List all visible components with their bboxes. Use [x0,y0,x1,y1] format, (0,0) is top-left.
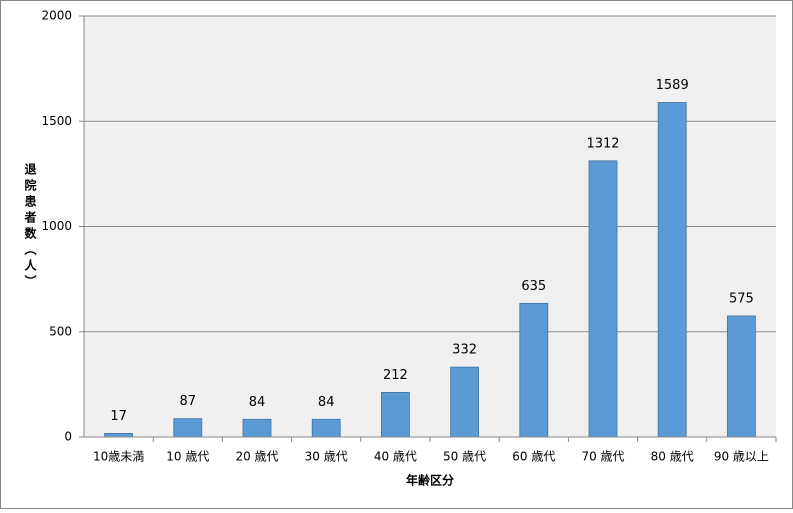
data-label: 332 [452,343,477,358]
bar [727,315,756,438]
y-tick-label: 2000 [41,9,72,23]
data-label: 575 [729,291,754,306]
x-tick-label: 40 歳代 [374,450,417,464]
data-label: 87 [180,394,197,409]
data-label: 84 [249,395,266,410]
x-tick-label: 50 歳代 [443,450,486,464]
bar [519,302,549,438]
data-label: 17 [110,409,127,424]
x-axis-label: 年齢区分 [406,473,454,488]
x-tick-label: 60 歳代 [512,450,555,464]
x-tick-label: 70 歳代 [581,450,624,464]
y-tick-label: 1000 [41,219,72,233]
bar [588,160,618,438]
bar [173,418,203,438]
y-tick-label: 0 [64,430,72,444]
y-tick-label: 500 [49,324,72,338]
bar [380,391,410,438]
x-tick-label: 90 歳以上 [714,450,769,464]
data-label: 84 [318,395,335,410]
data-label: 212 [383,368,408,383]
data-label: 1312 [586,136,619,151]
x-tick-label: 80 歳代 [651,450,694,464]
bar [242,418,272,438]
x-tick-label: 30 歳代 [305,450,348,464]
data-label: 635 [521,279,546,294]
y-axis-label: 退院患者数（人） [23,163,37,291]
bar [657,102,687,438]
y-tick-label: 1500 [41,114,72,128]
bar [104,433,133,438]
bar [450,366,480,438]
data-label: 1589 [656,78,689,93]
bar [311,418,341,438]
x-tick-label: 10 歳代 [166,450,209,464]
x-tick-label: 10歳未満 [93,450,144,464]
x-tick-label: 20 歳代 [235,450,278,464]
